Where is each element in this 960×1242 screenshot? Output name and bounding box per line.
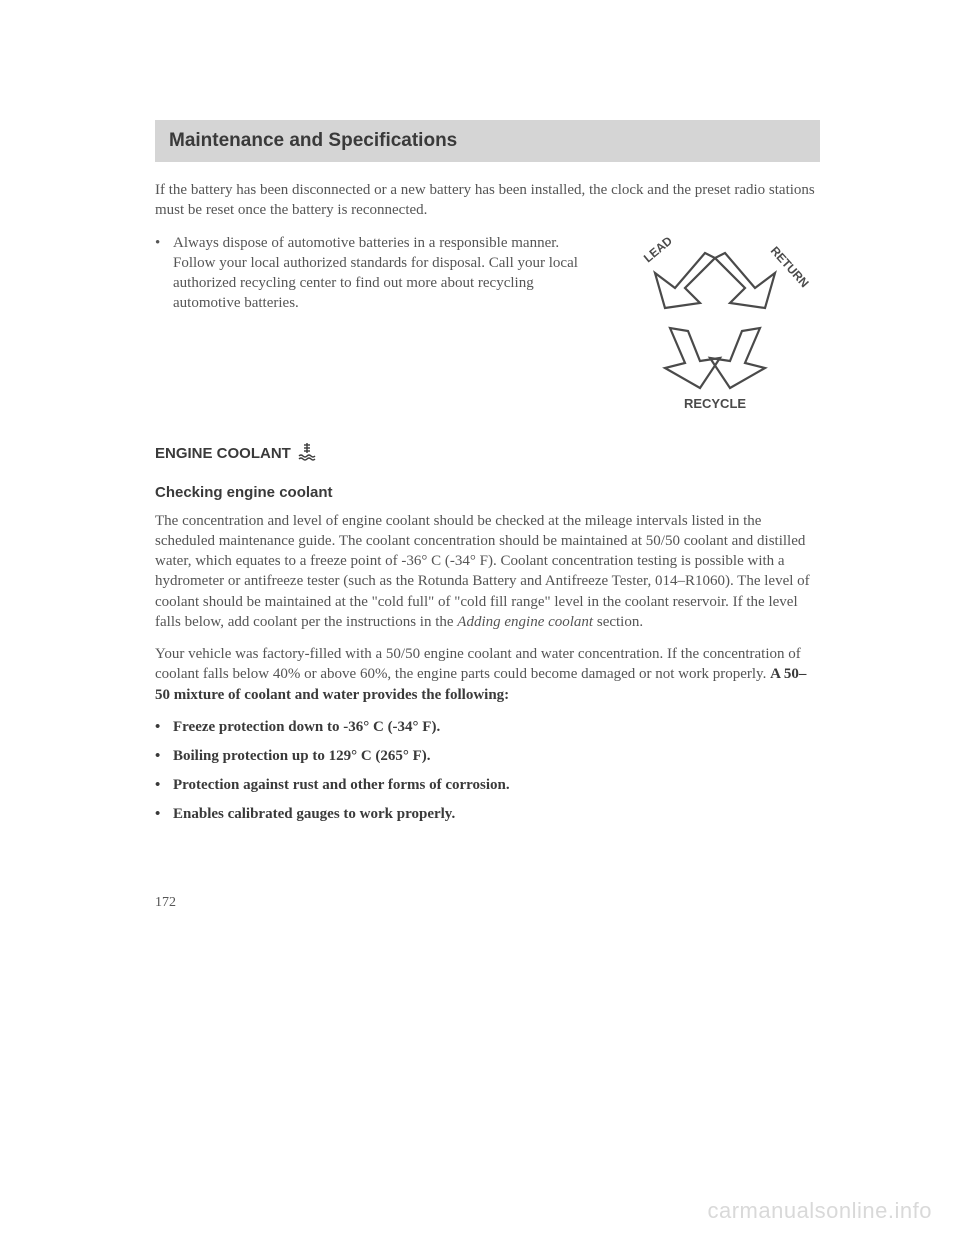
recycle-label-bottom: RECYCLE [684, 396, 746, 411]
coolant-para-1: The concentration and level of engine co… [155, 511, 820, 633]
benefit-item-3: • Enables calibrated gauges to work prop… [155, 804, 820, 825]
coolant-para-1b: section. [593, 614, 643, 630]
benefit-item-2: • Protection against rust and other form… [155, 775, 820, 796]
recycle-figure: LEAD RETURN RECYCLE [610, 233, 820, 418]
dispose-bullet-text: Always dispose of automotive batteries i… [173, 233, 590, 314]
intro-paragraph: If the battery has been disconnected or … [155, 180, 820, 221]
watermark: carmanualsonline.info [707, 1198, 932, 1224]
coolant-para-1-italic: Adding engine coolant [457, 614, 593, 630]
coolant-para-2: Your vehicle was factory-filled with a 5… [155, 644, 820, 705]
benefit-text-3: Enables calibrated gauges to work proper… [173, 804, 455, 825]
section-header-bar: Maintenance and Specifications [155, 120, 820, 162]
benefit-item-1: • Boiling protection up to 129° C (265° … [155, 746, 820, 767]
benefit-item-0: • Freeze protection down to -36° C (-34°… [155, 717, 820, 738]
bullet-marker: • [155, 804, 173, 825]
engine-coolant-heading-text: ENGINE COOLANT [155, 445, 291, 462]
coolant-para-1a: The concentration and level of engine co… [155, 513, 810, 630]
coolant-icon [297, 442, 317, 466]
bullet-marker: • [155, 717, 173, 738]
recycle-icon: LEAD RETURN RECYCLE [610, 233, 820, 413]
manual-page: Maintenance and Specifications If the ba… [0, 0, 960, 971]
dispose-bullet: • Always dispose of automotive batteries… [155, 233, 590, 314]
section-header-title: Maintenance and Specifications [169, 130, 806, 152]
benefit-text-2: Protection against rust and other forms … [173, 775, 510, 796]
dispose-row: • Always dispose of automotive batteries… [155, 233, 820, 418]
checking-coolant-subheading: Checking engine coolant [155, 484, 820, 501]
bullet-marker: • [155, 775, 173, 796]
recycle-label-lead: LEAD [641, 233, 675, 265]
recycle-label-return: RETURN [768, 243, 812, 290]
bullet-marker: • [155, 746, 173, 767]
engine-coolant-heading: ENGINE COOLANT [155, 442, 820, 466]
bullet-marker: • [155, 233, 173, 314]
benefit-text-1: Boiling protection up to 129° C (265° F)… [173, 746, 431, 767]
coolant-para-2a: Your vehicle was factory-filled with a 5… [155, 646, 801, 682]
dispose-text-col: • Always dispose of automotive batteries… [155, 233, 590, 418]
benefit-text-0: Freeze protection down to -36° C (-34° F… [173, 717, 440, 738]
page-number: 172 [155, 895, 820, 911]
